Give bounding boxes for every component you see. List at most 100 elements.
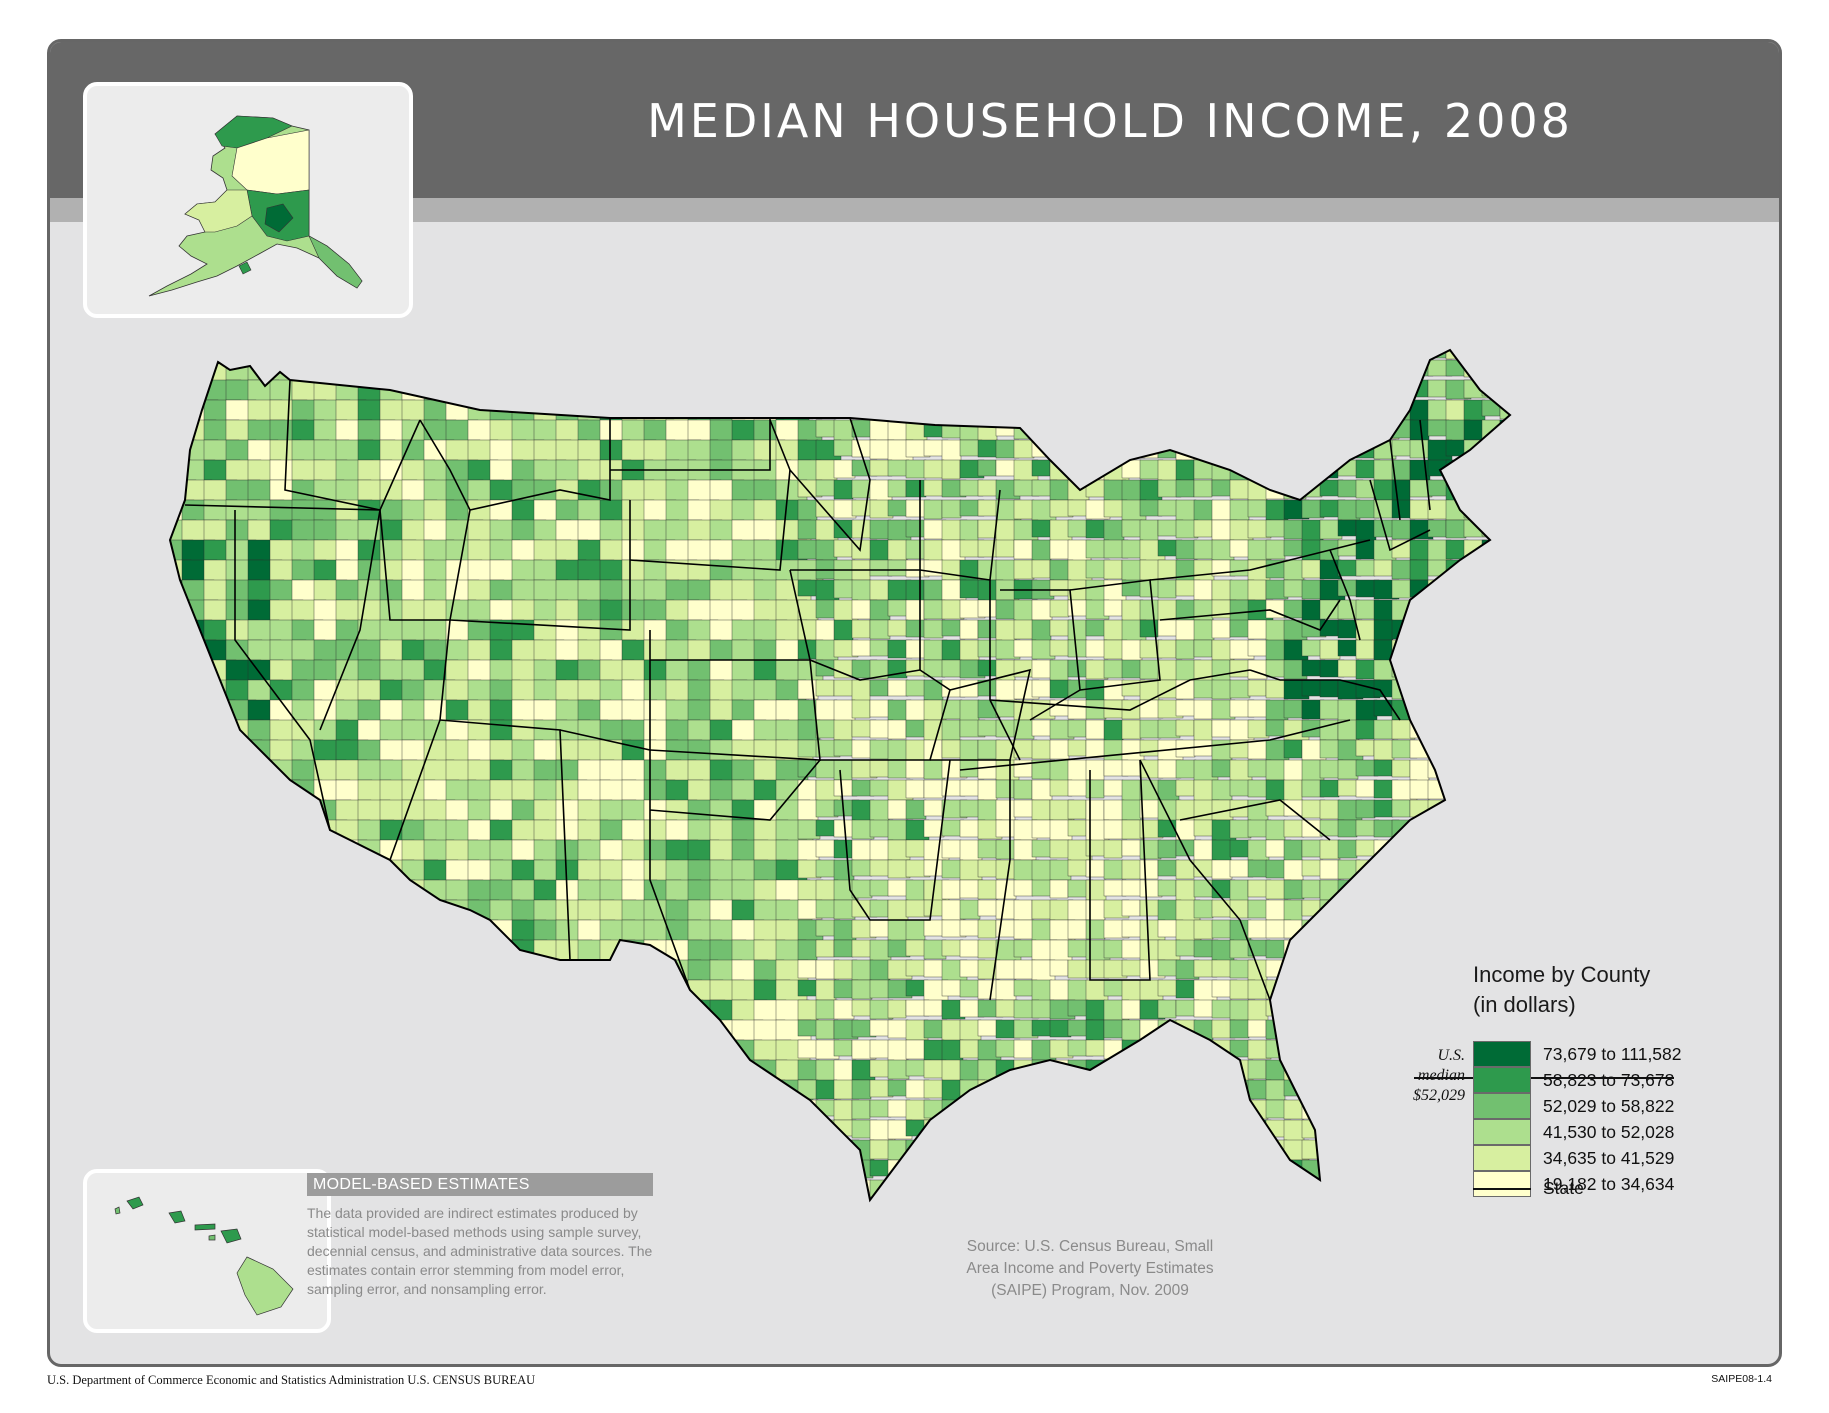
- county-cell: [887, 1039, 908, 1062]
- county-cell: [1355, 519, 1377, 542]
- county-cell: [1518, 400, 1543, 417]
- county-cell: [887, 719, 907, 740]
- county-cell: [170, 979, 193, 1008]
- county-cell: [555, 1139, 594, 1169]
- county-cell: [905, 919, 926, 941]
- county-cell: [225, 1019, 263, 1051]
- county-cell: [1121, 719, 1142, 740]
- county-cell: [905, 379, 931, 402]
- county-cell: [170, 1079, 197, 1107]
- county-cell: [1445, 759, 1471, 778]
- county-cell: [269, 1139, 303, 1170]
- county-cell: [1247, 359, 1267, 378]
- county-cell: [1373, 1179, 1396, 1200]
- county-cell: [995, 1099, 1016, 1121]
- county-cell: [247, 1139, 280, 1168]
- county-cell: [181, 719, 215, 751]
- county-cell: [1499, 939, 1510, 962]
- county-cell: [643, 1059, 675, 1091]
- county-cell: [1211, 350, 1234, 359]
- county-cell: [203, 1059, 237, 1091]
- county-cell: [269, 799, 303, 827]
- county-cell: [247, 959, 281, 989]
- county-cell: [313, 1099, 348, 1130]
- county-cell: [905, 779, 925, 799]
- state-border: [820, 669, 951, 761]
- county-cell: [1103, 719, 1124, 742]
- county-cell: [1193, 699, 1213, 720]
- county-cell: [1319, 1019, 1346, 1037]
- county-cell: [1265, 659, 1287, 678]
- county-cell: [1463, 659, 1488, 679]
- county-cell: [225, 819, 259, 847]
- county-cell: [905, 799, 927, 820]
- county-cell: [577, 999, 613, 1029]
- county-cell: [833, 1099, 853, 1121]
- county-cell: [1031, 399, 1056, 421]
- county-cell: [203, 999, 237, 1030]
- county-cell: [775, 1119, 807, 1150]
- county-cell: [1481, 939, 1502, 959]
- county-cell: [1355, 719, 1376, 740]
- county-cell: [687, 1099, 720, 1132]
- county-cell: [923, 1159, 943, 1177]
- county-cell: [941, 739, 963, 759]
- county-cell: [1319, 839, 1341, 860]
- county-cell: [170, 799, 198, 832]
- county-cell: [1013, 879, 1034, 897]
- county-cell: [1427, 939, 1453, 960]
- county-cell: [833, 939, 854, 958]
- county-cell: [1103, 559, 1123, 580]
- county-cell: [1355, 559, 1376, 577]
- county-cell: [1445, 859, 1467, 877]
- county-cell: [621, 999, 660, 1027]
- county-cell: [797, 799, 819, 821]
- county-cell: [170, 879, 193, 907]
- county-cell: [1139, 1139, 1164, 1157]
- county-cell: [225, 979, 262, 1011]
- county-cell: [555, 979, 594, 1009]
- county-cell: [203, 979, 239, 1011]
- county-cell: [709, 1079, 744, 1112]
- county-cell: [1247, 639, 1269, 657]
- county-cell: [1229, 379, 1254, 402]
- county-cell: [467, 350, 499, 372]
- county-cell: [225, 879, 259, 909]
- county-cell: [1499, 779, 1510, 799]
- county-cell: [1103, 679, 1125, 701]
- county-cell: [851, 1099, 871, 1120]
- county-cell: [203, 899, 240, 931]
- county-cell: [1013, 1099, 1034, 1122]
- county-cell: [555, 359, 589, 389]
- county-cell: [335, 1119, 369, 1151]
- county-cell: [1355, 1139, 1380, 1159]
- county-cell: [445, 1079, 478, 1111]
- county-cell: [489, 1039, 527, 1071]
- county-cell: [1355, 1119, 1375, 1139]
- county-cell: [709, 1139, 744, 1171]
- county-cell: [599, 959, 632, 992]
- county-cell: [833, 579, 854, 599]
- county-cell: [1265, 359, 1288, 378]
- county-cell: [1067, 639, 1088, 658]
- county-cell: [313, 879, 348, 910]
- county-cell: [1067, 799, 1087, 820]
- county-cell: [995, 1119, 1018, 1139]
- county-cell: [1391, 579, 1412, 599]
- county-cell: [731, 359, 767, 389]
- county-cell: [335, 1079, 373, 1111]
- county-cell: [445, 939, 484, 967]
- county-cell: [1139, 659, 1161, 680]
- county-cell: [489, 350, 528, 369]
- county-cell: [833, 350, 856, 357]
- county-cell: [1085, 1079, 1107, 1099]
- county-cell: [941, 1019, 962, 1042]
- county-cell: [643, 1039, 681, 1071]
- county-cell: [1481, 639, 1504, 662]
- county-cell: [1518, 660, 1540, 678]
- county-cell: [1518, 720, 1541, 739]
- county-cell: [247, 779, 283, 812]
- county-cell: [445, 1099, 479, 1131]
- county-cell: [1193, 919, 1214, 940]
- county-cell: [1103, 519, 1125, 542]
